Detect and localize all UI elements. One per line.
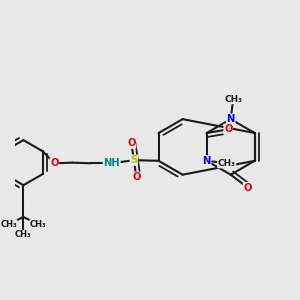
Text: O: O <box>224 124 232 134</box>
Text: O: O <box>127 138 136 148</box>
Text: O: O <box>132 172 141 182</box>
Text: O: O <box>50 158 58 168</box>
Text: CH₃: CH₃ <box>0 220 17 229</box>
Text: CH₃: CH₃ <box>218 159 236 168</box>
Text: S: S <box>130 155 137 165</box>
Text: NH: NH <box>103 158 120 168</box>
Text: CH₃: CH₃ <box>224 94 242 103</box>
Text: CH₃: CH₃ <box>15 230 32 239</box>
Text: N: N <box>226 114 235 124</box>
Text: N: N <box>202 156 211 166</box>
Text: O: O <box>243 183 252 193</box>
Text: CH₃: CH₃ <box>30 220 46 229</box>
